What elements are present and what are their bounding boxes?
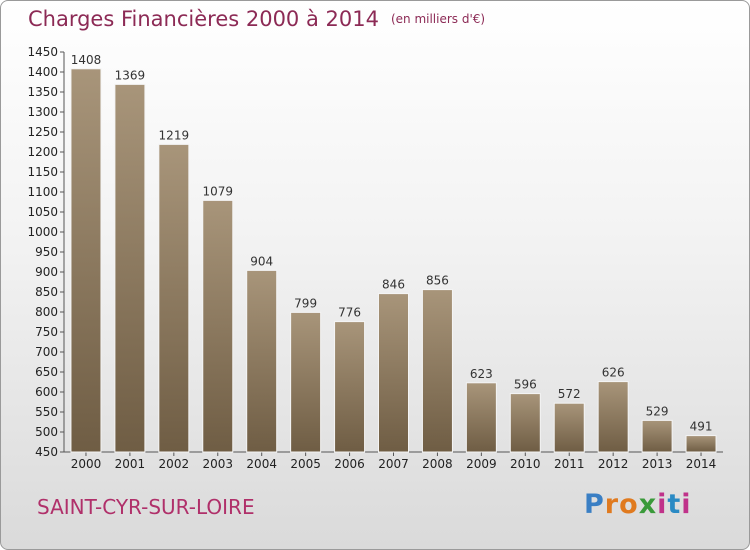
bar-2003 <box>202 199 234 453</box>
value-label: 572 <box>558 387 581 401</box>
x-tick-label: 2013 <box>642 457 673 471</box>
y-tick-label: 550 <box>35 405 58 419</box>
x-tick-label: 2000 <box>71 457 102 471</box>
value-labels: 1408 1369 1219 1079 904 799 776 846 856 623 596 572… <box>71 53 713 434</box>
value-label: 904 <box>250 254 273 268</box>
value-label: 776 <box>338 306 361 320</box>
value-label: 491 <box>690 420 713 434</box>
x-tick-label: 2010 <box>510 457 541 471</box>
x-tick-label: 2012 <box>598 457 629 471</box>
y-tick-label: 900 <box>35 265 58 279</box>
y-tick-label: 1050 <box>27 205 58 219</box>
logo-letter: i <box>657 489 668 520</box>
y-tick-label: 1000 <box>27 225 58 239</box>
x-tick-label: 2007 <box>378 457 409 471</box>
bars <box>70 68 717 453</box>
bar-2000 <box>70 68 102 453</box>
y-tick-label: 600 <box>35 385 58 399</box>
logo-letter: o <box>619 489 639 520</box>
title-unit: (en milliers d'€) <box>390 12 486 26</box>
x-tick-label: 2014 <box>686 457 717 471</box>
y-tick-label: 950 <box>35 245 58 259</box>
y-tick-label: 1300 <box>27 105 58 119</box>
logo-letter: t <box>667 489 682 520</box>
value-label: 846 <box>382 278 405 292</box>
value-label: 1219 <box>159 128 190 142</box>
value-label: 529 <box>646 404 669 418</box>
y-tick-label: 1200 <box>27 145 58 159</box>
x-tick-label: 2006 <box>334 457 365 471</box>
value-label: 1408 <box>71 53 102 67</box>
bar-2007 <box>378 293 409 453</box>
proxiti-logo[interactable]: Proxiti <box>584 489 692 520</box>
bar-2002 <box>158 143 190 453</box>
bar-2012 <box>597 381 629 453</box>
axes: 450 500 550 600 650 700 750 800 850 900 950 1000 105… <box>27 45 723 471</box>
x-tick-label: 2008 <box>422 457 453 471</box>
logo-letter: r <box>604 489 620 520</box>
value-label: 856 <box>426 274 449 288</box>
logo-letter: x <box>638 489 658 520</box>
value-label: 1369 <box>115 68 146 82</box>
y-tick-label: 1250 <box>27 125 58 139</box>
y-tick-label: 800 <box>35 305 58 319</box>
chart-title: Charges Financières 2000 à 2014 (en milli… <box>28 7 485 31</box>
x-tick-label: 2003 <box>202 457 233 471</box>
x-tick-label: 2004 <box>246 457 277 471</box>
y-tick-label: 1400 <box>27 65 58 79</box>
x-tick-label: 2011 <box>554 457 585 471</box>
y-tick-label: 500 <box>35 425 58 439</box>
y-tick-label: 450 <box>35 445 58 459</box>
y-tick-label: 650 <box>35 365 58 379</box>
y-tick-label: 700 <box>35 345 58 359</box>
y-tick-label: 1100 <box>27 185 58 199</box>
logo-letter: P <box>584 489 605 520</box>
value-label: 623 <box>470 367 493 381</box>
y-tick-label: 750 <box>35 325 58 339</box>
bar-2009 <box>465 382 497 453</box>
bar-2006 <box>334 321 366 453</box>
city-name: SAINT-CYR-SUR-LOIRE <box>37 495 255 519</box>
bar-2001 <box>114 83 146 453</box>
bar-2014 <box>685 435 717 453</box>
value-label: 799 <box>294 296 317 310</box>
y-tick-label: 1150 <box>27 165 58 179</box>
x-tick-label: 2001 <box>115 457 146 471</box>
y-tick-label: 1350 <box>27 85 58 99</box>
y-tick-label: 1450 <box>27 45 58 59</box>
bar-2010 <box>509 393 541 453</box>
bar-2005 <box>290 311 322 453</box>
y-tick-label: 850 <box>35 285 58 299</box>
bar-2011 <box>553 402 585 453</box>
logo-letter: i <box>681 489 692 520</box>
title-text: Charges Financières 2000 à 2014 <box>28 7 379 31</box>
x-tick-label: 2005 <box>290 457 321 471</box>
x-tick-label: 2009 <box>466 457 497 471</box>
bar-2013 <box>641 419 673 453</box>
value-label: 596 <box>514 378 537 392</box>
x-tick-label: 2002 <box>159 457 190 471</box>
value-label: 626 <box>602 366 625 380</box>
bar-2004 <box>246 269 278 453</box>
bar-2008 <box>421 289 453 453</box>
value-label: 1079 <box>202 184 233 198</box>
